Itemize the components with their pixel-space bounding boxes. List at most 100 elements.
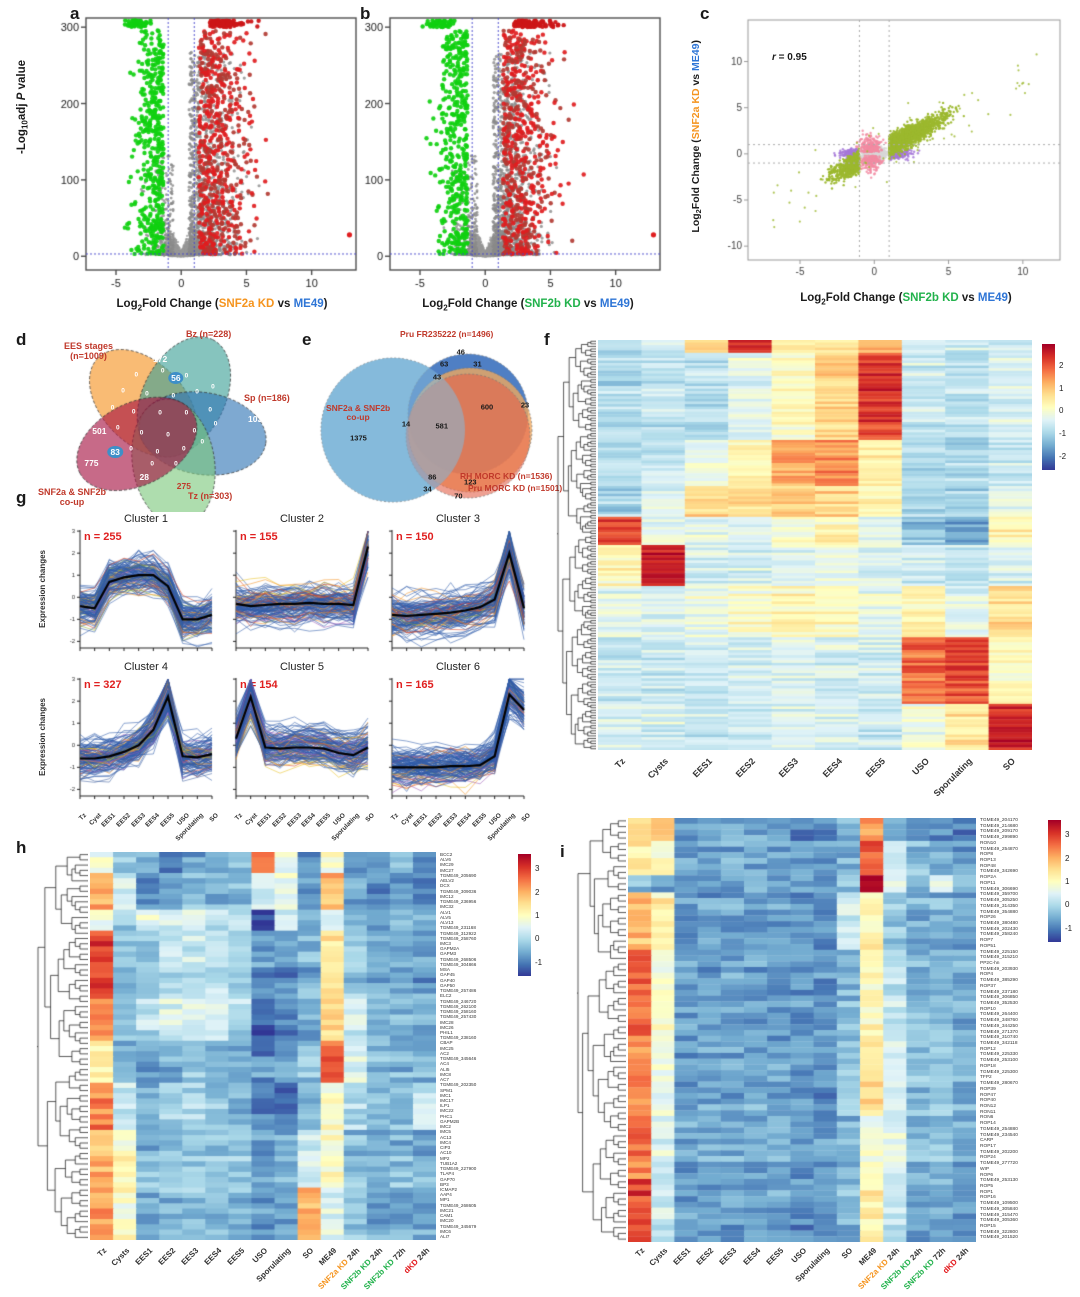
cluster-x-label: EES3 [285,812,303,829]
heatmap-i-gene-label: RON12 [980,1103,996,1109]
heatmap-i-gene-label: TGME49_359700 [980,892,1018,898]
heatmap-i-gene-label: TGME49_264400 [980,1012,1018,1018]
heatmap-i-gene-label: ROP13 [980,858,996,864]
heatmap-i-gene-label: TGME49_305250 [980,898,1018,904]
heatmap-i-gene-label: TGME49_299890 [980,835,1018,841]
venn-d-zero: 0 [134,371,139,379]
heatmap-h-gene-label: AC10 [440,1150,452,1156]
heatmap-i-gene-label: ROP51 [980,943,996,949]
heatmap-h-gene-label: MSA [440,967,450,973]
heatmap-i-gene-label: TGME49_342690 [980,869,1018,875]
venn-e-count: 63 [439,359,449,369]
heatmap-i-gene-label: ROP39 [980,1086,996,1092]
venn-d-zero: 0 [211,383,215,391]
heatmap-f-column-label: EES1 [690,756,714,780]
heatmap-h-gene-label: TGME49_246720 [440,998,477,1004]
heatmap-i-colorbar-tick: 0 [1065,900,1070,910]
venn-d-zero: 0 [131,408,136,416]
heatmap-h-gene-label: IMC6 [440,1228,451,1234]
heatmap-h-gene-label: CBAP [440,1040,453,1046]
venn-e-label-coup: SNF2a & SNF2b co-up [326,403,391,423]
heatmap-h-gene-label: IMC28 [440,1019,454,1025]
panel-e-letter: e [302,330,312,349]
panel-g-ylabel-row1: Expression changes [38,550,47,628]
volcano-a-plot [46,8,368,298]
venn-d-zero: 0 [158,409,162,417]
scatter-c-plot [706,10,1072,288]
venn-d-count: 83 [107,446,123,459]
heatmap-i-gene-label: TGME49_204170 [980,818,1018,823]
heatmap-h-gene-label: TGME49_257430 [440,1014,477,1020]
venn-d-label-ees: EES stages (n=1009) [64,341,114,361]
venn-e-count: 23 [520,400,530,410]
heatmap-i-gene-label: ROP26 [980,915,996,921]
venn-d-zero: 0 [166,431,170,439]
heatmap-h-gene-label: ALV13 [440,920,454,926]
heatmap-i-dendrogram [576,818,626,1242]
cluster-title: Cluster 6 [435,661,481,673]
cluster-x-label: EES5 [315,812,332,829]
heatmap-i-column-label: EES4 [741,1246,762,1267]
heatmap-h-gene-label: TGME49_258760 [440,935,477,941]
heatmap-h-gene-label: AC13 [440,1134,452,1140]
heatmap-h-gene-label: GAP40 [440,977,455,983]
heatmap-f-column-label: Cysts [645,756,671,781]
heatmap-i-gene-label: TGME49_225330 [980,1052,1018,1058]
venn-d-count: 28 [139,471,149,482]
venn-d-zero: 0 [145,390,149,398]
heatmap-i-gene-label: RON10 [980,840,996,846]
heatmap-i-gene-label: TGME49_344250 [980,1023,1018,1029]
venn-d-label-sp: Sp (n=186) [244,393,290,403]
heatmap-h-gene-label: IMC8 [440,1071,451,1077]
heatmap-i-gene-label: ROP16 [980,1195,996,1201]
heatmap-i-gene-label: TGME49_202200 [980,1149,1018,1155]
heatmap-i-column-label: EES1 [671,1246,693,1267]
heatmap-h-gene-label: IMC2 [440,1124,451,1130]
venn-d-label-coup: SNF2a & SNF2b co-up [38,487,107,507]
heatmap-h-gene-label: TUB1A2 [440,1160,458,1166]
heatmap-f-column-label: Tz [612,756,627,771]
venn-e-count: 1375 [350,433,367,443]
heatmap-i [628,818,976,1242]
heatmap-i-gene-label: ROP5 [980,1184,994,1189]
heatmap-h-gene-label: ALV1 [440,909,451,915]
heatmap-h-gene-label: IMC29 [440,862,454,868]
heatmap-i-gene-label: TGME49_225150 [980,949,1018,955]
heatmap-h-gene-label: IMC27 [440,867,454,873]
heatmap-h-column-label: EES4 [202,1246,224,1267]
heatmap-i-gene-label: ROP15 [980,1224,996,1230]
cluster-x-label: EES1 [100,812,118,829]
venn-five-sets-canvas [36,336,300,512]
heatmap-i-colorbar-tick: 2 [1065,853,1070,863]
heatmap-f-colorbar-tick: 1 [1059,383,1064,393]
cluster-title: Cluster 3 [435,513,481,525]
cluster-plot-3 [370,526,528,658]
panel-c-letter: c [700,4,710,23]
venn-d-zero: 0 [129,445,133,453]
heatmap-f-column-label: EES3 [777,756,801,780]
cluster-title: Cluster 5 [279,661,325,673]
heatmap-h-gene-label: TGME49_345679 [440,1223,477,1229]
heatmap-h-gene-label: TGME49_268605 [440,1202,477,1208]
venn-e-count: 46 [456,347,465,357]
heatmap-h-gene-label: PHC1 [440,1113,453,1119]
heatmap-i-gene-labels: TGME49_204170 TGME49_214680 TGME49_209170 T… [980,818,1018,1241]
heatmap-h-gene-label: TGME49_268506 [440,956,477,962]
panel-g-letter: g [16,488,27,507]
heatmap-h-gene-label: TGME49_202350 [440,1082,477,1088]
heatmap-i-colorbar-tick: 3 [1065,830,1070,840]
heatmap-i-colorbar-tick: -1 [1065,923,1073,933]
heatmap-i-gene-label: ROP40 [980,1098,996,1104]
heatmap-h-gene-label: IMC22 [440,1108,454,1114]
heatmap-i-gene-label: TGME49_214680 [980,823,1018,829]
heatmap-i-gene-label: TGME49_225300 [980,1069,1018,1075]
heatmap-h-gene-label: BP3 [440,1181,449,1187]
heatmap-f [598,340,1032,750]
heatmap-h-gene-labels: BCC2 ALV6 IMC29 IMC27 TGME49_205690 AELV2 DCX T… [440,852,476,1239]
heatmap-h-dendrogram [36,852,88,1240]
heatmap-i-gene-label: TGME49_271370 [980,1029,1018,1035]
heatmap-i-gene-label: ROP24 [980,1155,996,1161]
heatmap-h-gene-label: IMC5 [440,1129,451,1135]
heatmap-h-gene-label: TGME49_309036 [440,888,477,894]
cluster-x-label: SO [364,812,376,824]
